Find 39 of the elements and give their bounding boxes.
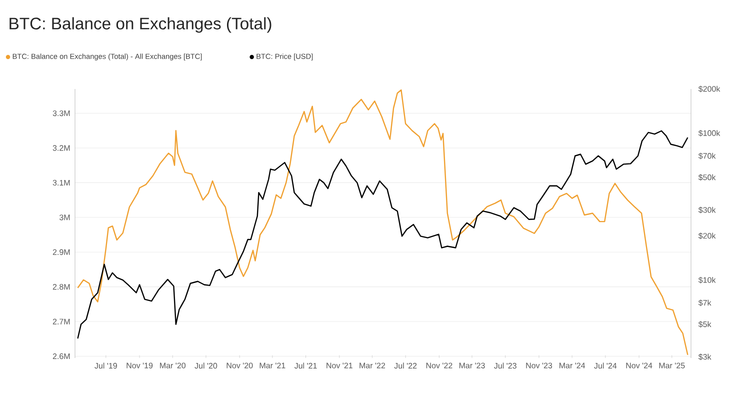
y2-tick-label: $20k [698, 232, 716, 240]
x-tick-label: Nov '20 [226, 362, 253, 368]
y-tick-label: 3M [59, 214, 70, 220]
y-tick-label: 2.9M [52, 249, 70, 255]
y2-tick-label: $50k [698, 174, 716, 181]
x-tick-label: Mar '22 [360, 362, 386, 368]
line-series [77, 130, 688, 340]
chart-title: BTC: Balance on Exchanges (Total) [10, 17, 272, 33]
y2-tick-label: $200k [698, 86, 720, 92]
y-tick-label: 2.7M [52, 318, 70, 324]
y2-tick-label: $5k [698, 321, 712, 328]
x-tick-label: Mar '25 [659, 362, 685, 368]
x-tick-label: Mar '23 [459, 362, 485, 368]
y-tick-label: 3.1M [52, 180, 70, 186]
x-tick-label: Jul '21 [294, 362, 317, 369]
x-tick-label: Mar '24 [560, 362, 586, 368]
x-tick-label: Jul '22 [394, 362, 417, 369]
y2-tick-label: $100k [698, 130, 720, 136]
x-tick-label: Mar '21 [260, 362, 286, 368]
y2-tick-label: $3k [698, 354, 712, 360]
x-tick-label: Nov '23 [526, 362, 552, 368]
x-tick-label: Jul '19 [94, 362, 117, 369]
x-tick-label: Jul '20 [194, 362, 218, 369]
x-tick-label: Nov '21 [326, 362, 352, 368]
y-tick-label: 2.6M [52, 353, 70, 360]
x-tick-label: Nov '22 [426, 362, 452, 368]
y2-tick-label: $7k [698, 300, 712, 306]
y-tick-label: 3.3M [52, 110, 70, 116]
y-tick-label: 2.8M [52, 284, 70, 290]
line-series [77, 89, 688, 356]
y2-tick-label: $30k [698, 206, 716, 214]
x-tick-label: Nov '19 [126, 362, 153, 368]
x-tick-label: Jul '24 [594, 362, 617, 369]
y2-tick-label: $70k [698, 152, 716, 160]
y2-tick-label: $10k [698, 276, 716, 284]
x-tick-label: Nov '24 [626, 362, 652, 368]
y-tick-label: 3.2M [52, 145, 70, 151]
x-tick-label: Jul '23 [494, 362, 516, 369]
x-tick-label: Mar '20 [160, 362, 186, 368]
